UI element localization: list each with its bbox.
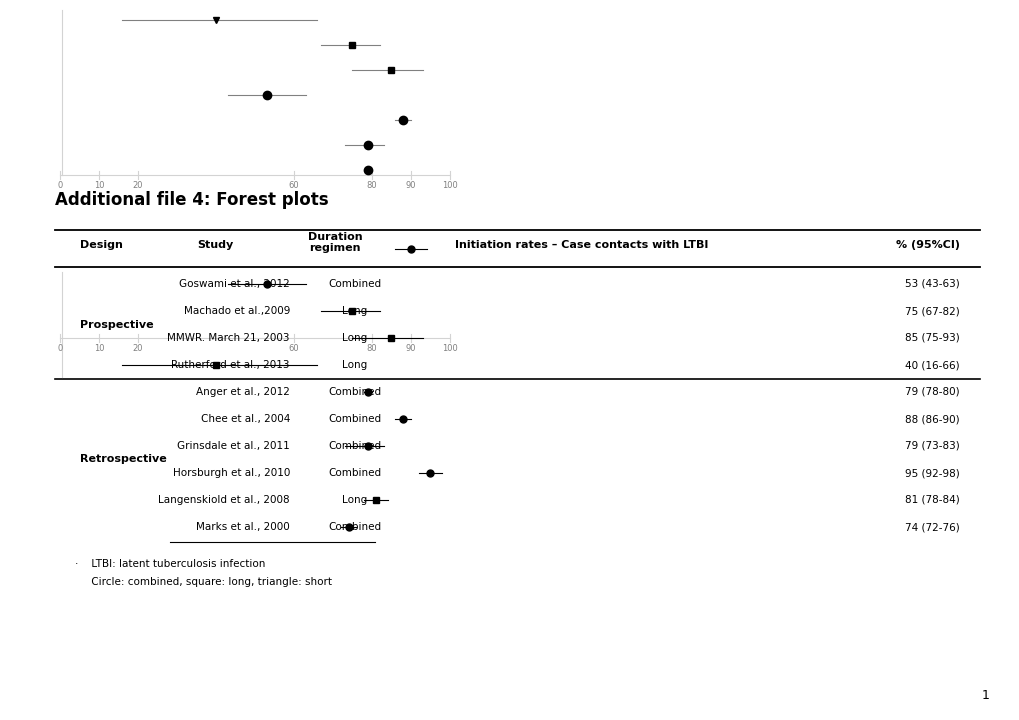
Text: Additional file 4: Forest plots: Additional file 4: Forest plots <box>55 191 328 209</box>
Text: 100: 100 <box>441 181 458 190</box>
Text: 0: 0 <box>57 344 62 353</box>
Text: Langenskiold et al., 2008: Langenskiold et al., 2008 <box>158 495 289 505</box>
Text: 20: 20 <box>132 181 143 190</box>
Text: Chee et al., 2004: Chee et al., 2004 <box>201 414 289 424</box>
Text: 95 (92-98): 95 (92-98) <box>905 468 959 478</box>
Text: Combined: Combined <box>328 441 381 451</box>
Text: Study: Study <box>197 240 233 250</box>
Text: 10: 10 <box>94 344 104 353</box>
Text: 80: 80 <box>366 181 377 190</box>
Text: Combined: Combined <box>328 468 381 478</box>
Text: 53 (43-63): 53 (43-63) <box>905 279 959 289</box>
Text: Retrospective: Retrospective <box>79 454 166 464</box>
Text: Combined: Combined <box>328 387 381 397</box>
Text: 74 (72-76): 74 (72-76) <box>905 522 959 532</box>
Text: Goswami et al., 2012: Goswami et al., 2012 <box>179 279 289 289</box>
Text: 60: 60 <box>288 181 299 190</box>
Text: 81 (78-84): 81 (78-84) <box>905 495 959 505</box>
Text: 85 (75-93): 85 (75-93) <box>905 333 959 343</box>
Text: Anger et al., 2012: Anger et al., 2012 <box>196 387 289 397</box>
Text: Horsburgh et al., 2010: Horsburgh et al., 2010 <box>172 468 289 478</box>
Text: 40 (16-66): 40 (16-66) <box>905 360 959 370</box>
Text: Marks et al., 2000: Marks et al., 2000 <box>196 522 289 532</box>
Text: Prospective: Prospective <box>79 320 154 330</box>
Text: % (95%CI): % (95%CI) <box>895 240 959 250</box>
Text: Combined: Combined <box>328 522 381 532</box>
Text: 1: 1 <box>981 689 989 702</box>
Text: 79 (73-83): 79 (73-83) <box>905 441 959 451</box>
Text: 90: 90 <box>406 181 416 190</box>
Text: Initiation rates – Case contacts with LTBI: Initiation rates – Case contacts with LT… <box>454 240 707 250</box>
Text: Circle: combined, square: long, triangle: short: Circle: combined, square: long, triangle… <box>75 577 331 587</box>
Text: Long: Long <box>342 333 367 343</box>
Text: Long: Long <box>342 360 367 370</box>
Text: MMWR. March 21, 2003: MMWR. March 21, 2003 <box>167 333 289 343</box>
Text: Long: Long <box>342 306 367 316</box>
Text: 0: 0 <box>57 181 62 190</box>
Text: 100: 100 <box>441 344 458 353</box>
Text: 80: 80 <box>366 344 377 353</box>
Text: 88 (86-90): 88 (86-90) <box>905 414 959 424</box>
Text: 60: 60 <box>288 344 299 353</box>
Text: 10: 10 <box>94 181 104 190</box>
Text: 75 (67-82): 75 (67-82) <box>905 306 959 316</box>
Text: Grinsdale et al., 2011: Grinsdale et al., 2011 <box>177 441 289 451</box>
Text: ·    LTBI: latent tuberculosis infection: · LTBI: latent tuberculosis infection <box>75 559 265 569</box>
Text: Combined: Combined <box>328 279 381 289</box>
Text: 20: 20 <box>132 344 143 353</box>
Text: Duration
regimen: Duration regimen <box>308 232 362 253</box>
Text: 79 (78-80): 79 (78-80) <box>905 387 959 397</box>
Text: Rutherford et al., 2013: Rutherford et al., 2013 <box>171 360 289 370</box>
Text: 90: 90 <box>406 344 416 353</box>
Text: Machado et al.,2009: Machado et al.,2009 <box>183 306 289 316</box>
Text: Combined: Combined <box>328 414 381 424</box>
Text: Design: Design <box>79 240 122 250</box>
Text: Long: Long <box>342 495 367 505</box>
